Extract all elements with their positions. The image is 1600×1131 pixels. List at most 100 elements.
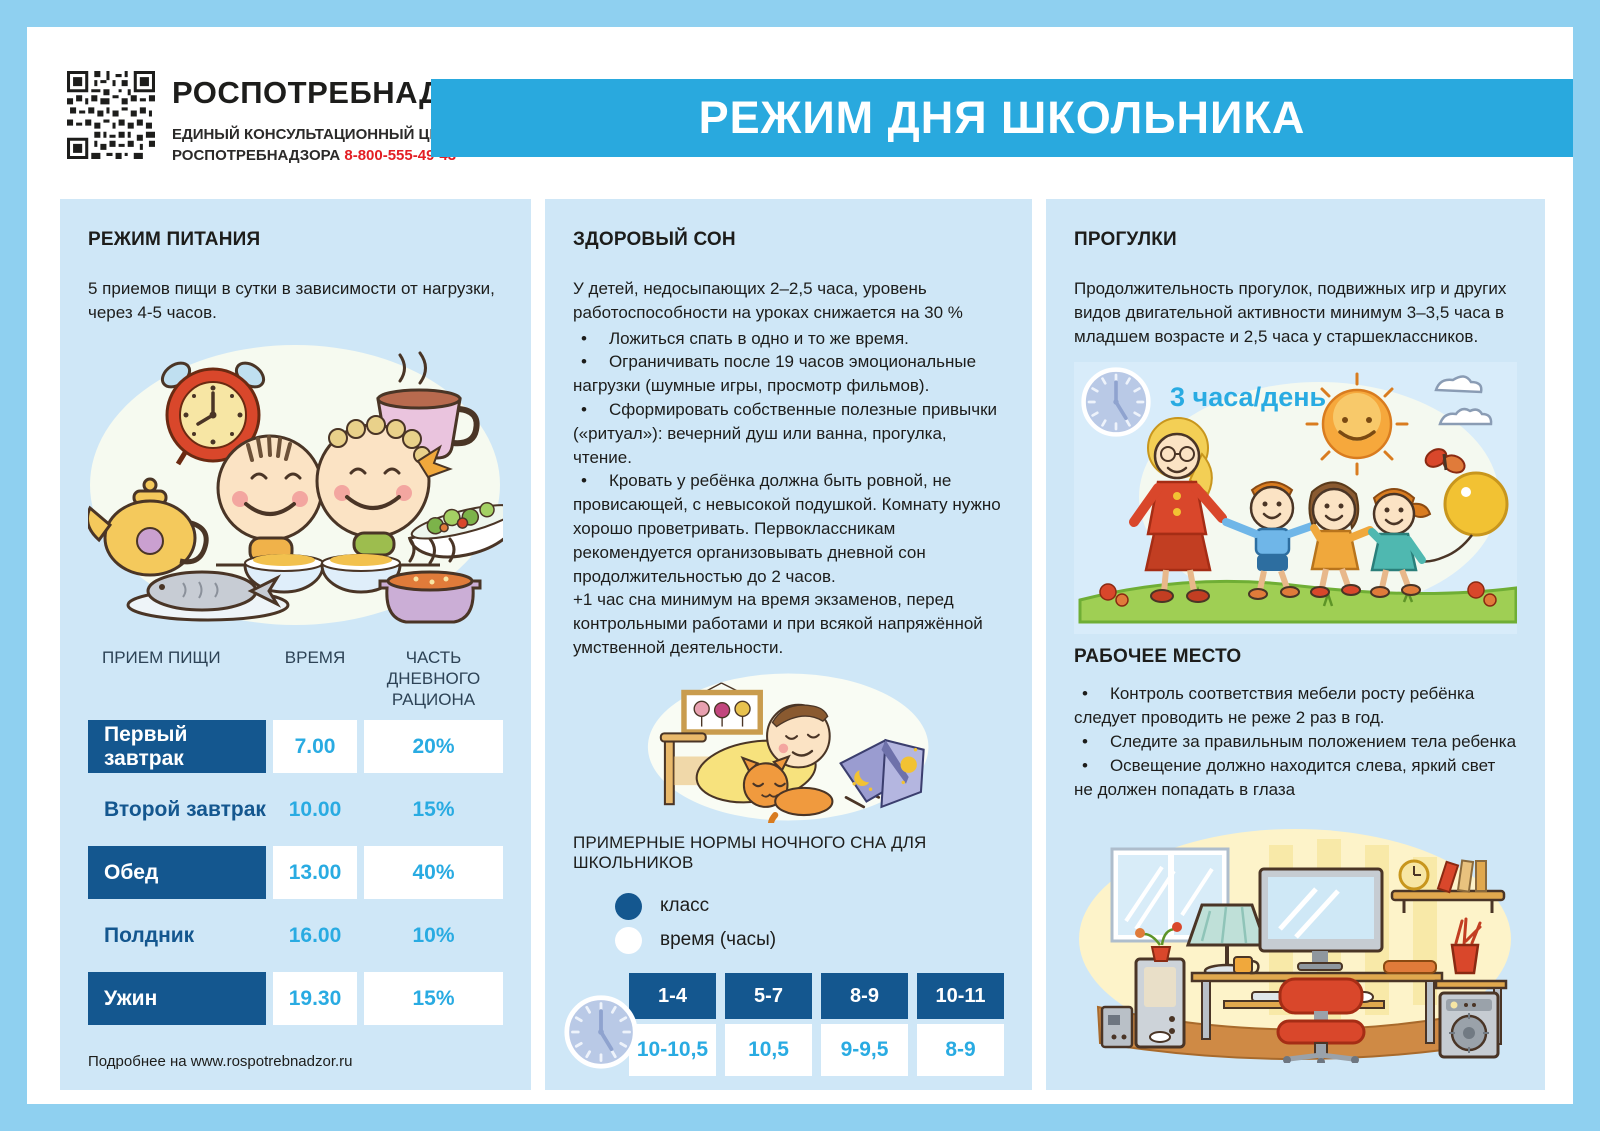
bullet-dot: • xyxy=(581,328,587,348)
legend-class-dot xyxy=(615,892,642,920)
alarm-clock-icon xyxy=(160,361,266,465)
meals-illustration xyxy=(88,344,503,625)
col-header-time: ВРЕМЯ xyxy=(284,647,346,667)
child-figure xyxy=(1368,488,1432,599)
computer-tower-icon xyxy=(1134,922,1186,1049)
sleep-panel: ЗДОРОВЫЙ СОН У детей, недосыпающих 2–2,5… xyxy=(545,199,1032,1090)
sleep-bullet: • Кровать у ребёнка должна быть ровной, н… xyxy=(573,471,1001,586)
sleep-heading: ЗДОРОВЫЙ СОН xyxy=(573,229,736,250)
legend-class-label: класс xyxy=(660,895,710,916)
sleep-extra-note: +1 час сна минимум на время экзаменов, п… xyxy=(573,590,983,657)
pencil-cup-icon xyxy=(1450,917,1482,975)
flower-icon xyxy=(1099,581,1497,608)
workplace-bullet: • Контроль соответствия мебели росту ребё… xyxy=(1074,684,1475,728)
bullet-dot: • xyxy=(581,399,587,419)
workplace-bullet: • Освещение должно находится слева, яркий… xyxy=(1074,755,1496,799)
bullet-dot: • xyxy=(581,352,587,372)
meal-share: 10% xyxy=(412,923,455,947)
bullet-dot: • xyxy=(1082,684,1088,704)
child-figure xyxy=(1222,481,1316,601)
meal-name: Полдник xyxy=(104,923,195,947)
speaker-icon xyxy=(1438,991,1500,1059)
meal-row: Обед 13.00 40% xyxy=(88,846,503,900)
bullet-dot: • xyxy=(1082,755,1088,775)
legend-class-row: класс xyxy=(615,889,1004,923)
meal-name: Первый завтрак xyxy=(88,720,266,774)
mug-icon xyxy=(1233,956,1260,975)
sleep-norms-grid: 1-4 5-7 8-9 10-11 10-10,5 10,5 9-9,5 8-9 xyxy=(629,973,1004,1076)
meal-time: 19.30 xyxy=(273,972,357,1026)
walk-duration-badge: 3 часа/день xyxy=(1170,382,1327,413)
col-header-meal: ПРИЕМ ПИЩИ xyxy=(102,647,221,667)
meal-row: Полдник 16.00 10% xyxy=(88,909,503,962)
legend-time-dot xyxy=(615,926,642,954)
shelf-icon xyxy=(1390,859,1506,914)
meal-name: Обед xyxy=(88,846,266,900)
small-speaker-icon xyxy=(1100,1006,1134,1049)
page-title: РЕЖИМ ДНЯ ШКОЛЬНИКА xyxy=(698,92,1306,143)
meal-name: Ужин xyxy=(88,972,266,1026)
sleep-norms-table: 1-4 5-7 8-9 10-11 10-10,5 10,5 9-9,5 8-9 xyxy=(564,973,1004,1076)
grade-cell: 8-9 xyxy=(821,973,908,1019)
sleep-bullet: • Сформировать собственные полезные привы… xyxy=(573,399,998,467)
sleep-intro: У детей, недосыпающих 2–2,5 часа, уровен… xyxy=(573,279,963,322)
walks-heading: ПРОГУЛКИ xyxy=(1074,229,1177,250)
plant-icon xyxy=(1135,922,1182,963)
title-banner: РЕЖИМ ДНЯ ШКОЛЬНИКА xyxy=(431,79,1573,157)
girl-face xyxy=(315,414,453,557)
soup-pot-icon xyxy=(378,537,482,624)
consult-center-line2: РОСПОТРЕБНАДЗОРА 8-800-555-49-43 xyxy=(172,147,457,164)
workspace-illustration xyxy=(1079,829,1511,1064)
fish-plate-icon xyxy=(126,570,290,622)
grade-cell: 5-7 xyxy=(725,973,812,1019)
child-figure xyxy=(1308,481,1374,599)
meal-share: 15% xyxy=(412,797,455,821)
workplace-bullet: • Следите за правильным положением тела р… xyxy=(1082,731,1517,751)
consult-center-lines: ЕДИНЫЙ КОНСУЛЬТАЦИОННЫЙ ЦЕНТР РОСПОТРЕБН… xyxy=(172,124,507,166)
workplace-bullets: • Контроль соответствия мебели росту ребё… xyxy=(1074,682,1517,801)
hours-cell: 8-9 xyxy=(917,1024,1004,1076)
wall-clock-icon xyxy=(1398,859,1430,891)
meal-share: 15% xyxy=(364,972,503,1026)
walks-intro: Продолжительность прогулок, подвижных иг… xyxy=(1074,279,1507,346)
poster-page: РОСПОТРЕБНАДЗОР ЕДИНЫЙ КОНСУЛЬТАЦИОННЫЙ … xyxy=(27,27,1573,1104)
chair-icon xyxy=(1276,977,1366,1064)
clock-icon xyxy=(1081,367,1151,438)
legend-time-label: время (часы) xyxy=(660,929,777,950)
meal-share: 40% xyxy=(364,846,503,900)
balloon-icon xyxy=(1419,471,1509,564)
monitor-icon xyxy=(1258,867,1384,972)
book-icon xyxy=(839,738,925,809)
meal-time: 16.00 xyxy=(288,923,342,947)
sleep-bullet: • Ложиться спать в одно и то же время. xyxy=(581,328,909,348)
salad-bowl-icon xyxy=(407,501,503,558)
meal-row: Ужин 19.30 15% xyxy=(88,972,503,1026)
grade-cell: 1-4 xyxy=(629,973,716,1019)
grade-cell: 10-11 xyxy=(917,973,1004,1019)
walks-panel: ПРОГУЛКИ Продолжительность прогулок, под… xyxy=(1046,199,1545,1090)
hours-cell: 9-9,5 xyxy=(821,1024,908,1076)
teapot-icon xyxy=(88,477,209,577)
workplace-heading: РАБОЧЕЕ МЕСТО xyxy=(1074,646,1242,668)
sleeping-boy-illustration xyxy=(647,673,929,823)
sleep-bullets: • Ложиться спать в одно и то же время. • О… xyxy=(573,327,1004,660)
bullet-dot: • xyxy=(1082,731,1088,751)
butterfly-icon xyxy=(1424,448,1466,475)
sun-icon xyxy=(1305,372,1409,476)
sleep-bullet: • Ограничивать после 19 часов эмоциональн… xyxy=(573,352,977,396)
clock-icon xyxy=(564,995,638,1069)
meal-row: Первый завтрак 7.00 20% xyxy=(88,720,503,774)
sleep-norms-title: ПРИМЕРНЫЕ НОРМЫ НОЧНОГО СНА ДЛЯ ШКОЛЬНИК… xyxy=(573,833,927,872)
nutrition-heading: РЕЖИМ ПИТАНИЯ xyxy=(88,229,261,250)
cat-icon xyxy=(740,754,834,823)
meal-time: 7.00 xyxy=(273,720,357,774)
nutrition-intro: 5 приемов пищи в сутки в зависимости от … xyxy=(88,279,495,322)
consult-center-line1: ЕДИНЫЙ КОНСУЛЬТАЦИОННЫЙ ЦЕНТР xyxy=(172,126,470,143)
teacher-figure xyxy=(1129,417,1227,604)
hours-cell: 10,5 xyxy=(725,1024,812,1076)
bullet-dot: • xyxy=(581,471,587,491)
sleep-norms-legend: класс время (часы) xyxy=(615,889,1004,957)
meal-table-header: ПРИЕМ ПИЩИ ВРЕМЯ ЧАСТЬ ДНЕВНОГО РАЦИОНА xyxy=(88,647,503,711)
col-header-share: ЧАСТЬ ДНЕВНОГО РАЦИОНА xyxy=(386,647,481,710)
more-info-note: Подробнее на www.rospotrebnadzor.ru xyxy=(88,1053,353,1070)
